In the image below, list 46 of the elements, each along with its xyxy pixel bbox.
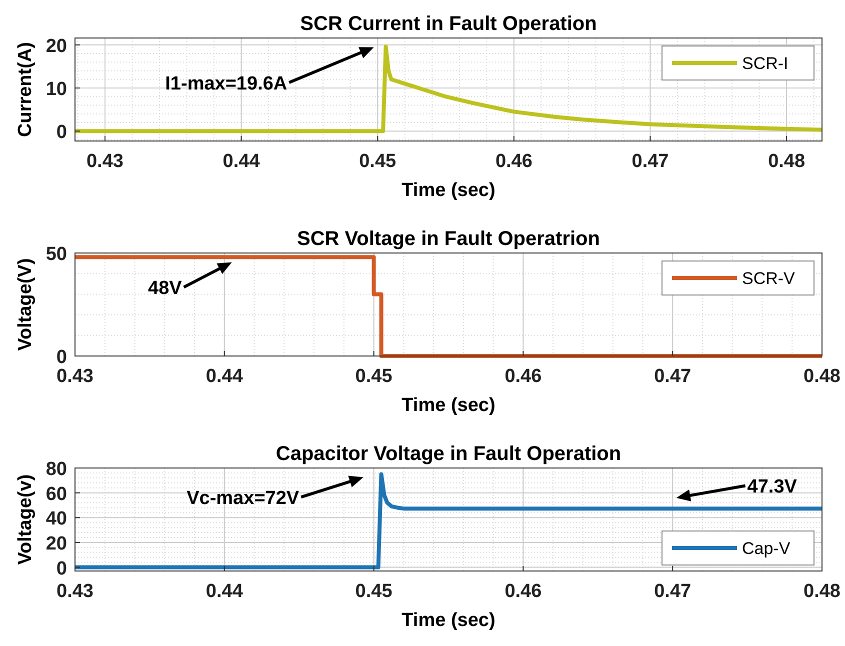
y-tick-label: 60 [46,484,67,505]
annotation: 48V [148,278,182,300]
x-tick-label: 0.46 [504,366,542,387]
x-tick-label: 0.44 [222,151,260,172]
y-tick-label: 50 [46,244,67,265]
y-tick-label: 0 [56,558,67,580]
chart-title: SCR Voltage in Fault Operatrion [297,228,600,250]
annotation: Vc-max=72V [186,488,300,510]
x-tick-label: 0.47 [654,581,692,602]
y-tick-label: 20 [46,533,67,554]
x-tick-label: 0.46 [504,581,542,602]
y-axis-title: Voltage(v) [15,474,36,565]
x-tick-label: 0.48 [804,581,840,602]
y-axis-title: Voltage(V) [15,258,36,351]
legend-label: SCR-I [742,54,788,73]
y-tick-label: 0 [56,347,67,368]
y-tick-label: 40 [46,508,67,530]
x-tick-label: 0.47 [632,151,669,172]
y-tick-label: 20 [46,36,67,57]
legend-label: SCR-V [742,269,796,288]
x-tick-label: 0.43 [56,581,94,602]
line-series [73,44,824,134]
x-axis-title: Time (sec) [402,395,496,416]
x-axis-title: Time (sec) [402,180,496,201]
y-tick-label: 10 [46,78,67,100]
x-tick-label: 0.44 [206,366,244,387]
chart-title: SCR Current in Fault Operation [300,13,597,35]
x-tick-label: 0.43 [86,151,124,172]
x-axis-title: Time (sec) [402,610,496,631]
y-axis-title: Current(A) [15,42,36,137]
x-tick-label: 0.45 [359,151,397,172]
x-tick-label: 0.48 [804,366,840,387]
x-tick-label: 0.47 [654,366,692,387]
x-tick-label: 0.48 [768,151,806,172]
x-tick-label: 0.44 [206,581,244,602]
x-tick-label: 0.45 [355,366,393,387]
annotation: I1-max=19.6A [165,74,288,94]
y-tick-label: 80 [46,459,67,480]
line-series [73,472,824,570]
legend-label: Cap-V [742,539,791,558]
x-tick-label: 0.46 [495,151,532,172]
annotation: 47.3V [747,476,798,498]
y-tick-label: 0 [56,122,67,144]
chart-title: Capacitor Voltage in Fault Operation [276,443,622,465]
x-tick-label: 0.45 [355,581,393,602]
x-tick-label: 0.43 [56,366,94,387]
